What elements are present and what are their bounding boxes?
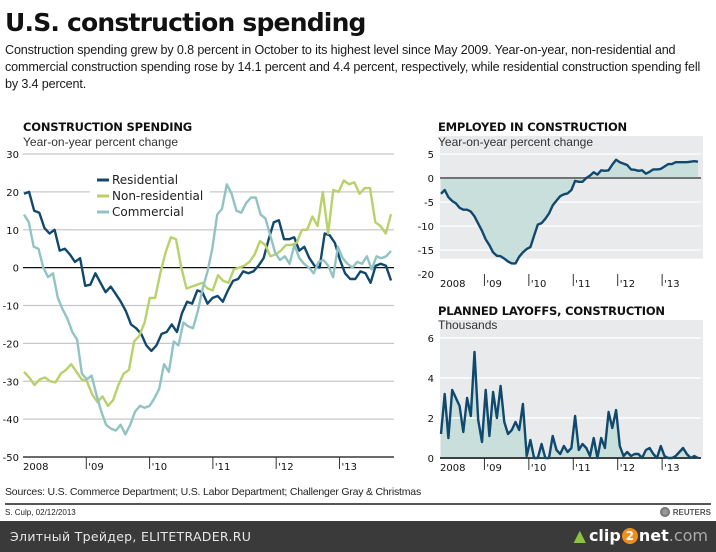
watermark-text: Элитный Трейдер, ELITETRADER.RU [10,529,252,544]
series-line-employed-in-construction [440,158,699,265]
y-tick-label: 2 [428,414,434,425]
y-tick-label: -15 [418,246,434,257]
x-tick-label: '09 [88,462,103,473]
y-tick-label: -10 [418,222,434,233]
construction-chart: 30 20 10 0 -10 -20 -30 -40 -50 2008 '09 '10 '11 '12 '1… [3,150,394,473]
watermark-bar: Элитный Трейдер, ELITETRADER.RU ▲ clip 2… [0,521,716,552]
x-tick-label: 2008 [440,279,465,290]
sources-note: Sources: U.S. Commerce Department; U.S. … [5,486,421,498]
reuters-dot-icon [659,507,670,517]
x-tick-label: '10 [531,279,546,290]
legend-label: Residential [112,173,178,187]
page-title: U.S. construction spending [5,8,366,37]
y-tick-label: 5 [428,150,434,161]
clip2net-part-a: clip [588,526,621,545]
y-tick-label: -40 [3,415,19,426]
series-line-non-residential [23,179,393,408]
y-tick-label: 0 [428,174,434,185]
employed-chart-title: EMPLOYED IN CONSTRUCTION [438,120,627,134]
credit-line: S. Culp, 02/12/2013 [5,508,76,517]
clip2net-part-b: net [638,526,669,545]
x-tick-label: '09 [486,279,501,290]
y-tick-label: 10 [6,226,19,237]
x-tick-label: '13 [341,462,356,473]
clip2net-logo[interactable]: ▲ clip 2 net .com [574,526,708,545]
reuters-logo: REUTERS [659,507,711,517]
employed-chart-subtitle: Year-on-year percent change [438,135,593,149]
x-tick-label: '13 [664,279,679,290]
y-tick-label: 30 [6,150,19,161]
y-tick-label: -50 [3,453,19,464]
footer-divider [5,503,711,505]
layoffs-chart: 6 4 2 0 2008 '09 '10 '11 '12 '13 [428,320,703,474]
legend-label: Non-residential [112,189,203,203]
y-tick-label: 4 [428,374,434,385]
x-tick-label: '10 [152,462,167,473]
construction-chart-subtitle: Year-on-year percent change [23,135,178,149]
area-fill [441,352,698,458]
x-tick-label: '09 [486,463,501,474]
x-tick-label: '11 [575,279,590,290]
x-tick-label: '11 [215,462,230,473]
x-tick-label: 2008 [440,463,465,474]
y-tick-label: -10 [3,302,19,313]
upload-arrow-icon: ▲ [573,526,586,545]
x-tick-label: 2008 [23,462,48,473]
area-fill [441,159,698,264]
x-tick-label: '12 [278,462,293,473]
y-tick-label: 0 [13,264,19,275]
page-subtitle: Construction spending grew by 0.8 percen… [5,43,701,91]
series-line-commercial [22,183,392,436]
x-tick-label: '13 [664,463,679,474]
y-tick-label: -20 [418,270,434,281]
legend-background [90,170,210,222]
layoffs-chart-subtitle: Thousands [438,318,498,332]
x-tick-label: '11 [575,463,590,474]
y-tick-label: -5 [424,198,434,209]
y-tick-label: 6 [428,334,434,345]
clip2net-domain: .com [668,526,708,545]
legend-label: Commercial [112,205,184,219]
x-tick-label: '12 [620,463,635,474]
series-line-residential [23,190,393,353]
series-line-planned-layoffs [439,350,699,460]
layoffs-chart-title: PLANNED LAYOFFS, CONSTRUCTION [438,304,665,318]
employed-chart: 5 0 -5 -10 -15 -20 2008 '09 '10 '11 '12 '13 [418,136,703,290]
x-tick-label: '12 [620,279,635,290]
y-tick-label: -30 [3,377,19,388]
construction-chart-title: CONSTRUCTION SPENDING [23,120,193,134]
clip2net-two: 2 [621,527,638,544]
y-tick-label: -20 [3,339,19,350]
x-tick-label: '10 [531,463,546,474]
reuters-label: REUTERS [672,507,711,517]
y-tick-label: 0 [428,454,434,465]
y-tick-label: 20 [6,188,19,199]
